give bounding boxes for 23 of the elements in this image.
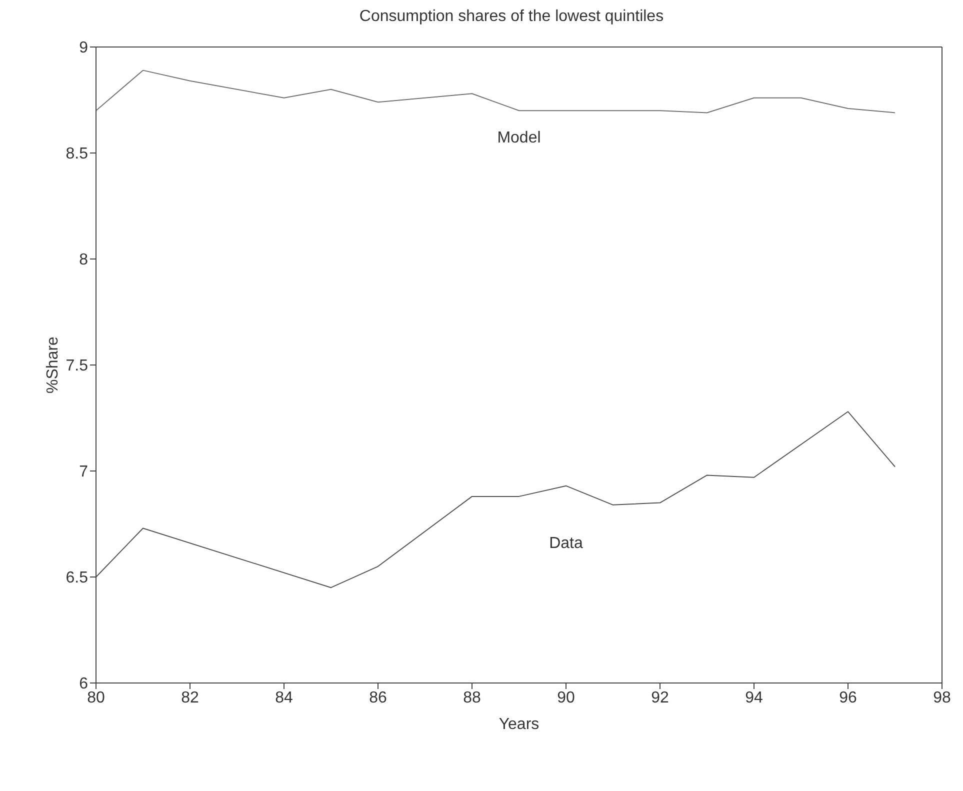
x-axis-title: Years [498,716,540,733]
x-tick-label: 88 [463,689,481,706]
series-label: Model [497,130,541,147]
y-tick-label: 7.5 [66,358,88,375]
y-axis-title: %Share [44,336,62,394]
x-tick-label: 94 [745,689,763,706]
y-tick-label: 6 [79,676,88,693]
y-tick-label: 9 [79,40,88,57]
x-tick-label: 86 [369,689,387,706]
chart-title: Consumption shares of the lowest quintiles [358,8,665,27]
x-tick-label: 84 [275,689,293,706]
x-tick-label: 98 [933,689,951,706]
x-tick-label: 92 [651,689,669,706]
y-tick-label: 8.5 [66,146,88,163]
x-tick-label: 90 [557,689,575,706]
y-tick-label: 7 [79,464,88,481]
y-tick-label: 6.5 [66,570,88,587]
y-tick-label: 8 [79,252,88,269]
x-tick-label: 82 [181,689,199,706]
line-series [96,70,896,114]
text: Data [549,534,583,552]
x-tick-label: 80 [87,689,105,706]
x-tick-label: 96 [839,689,857,706]
